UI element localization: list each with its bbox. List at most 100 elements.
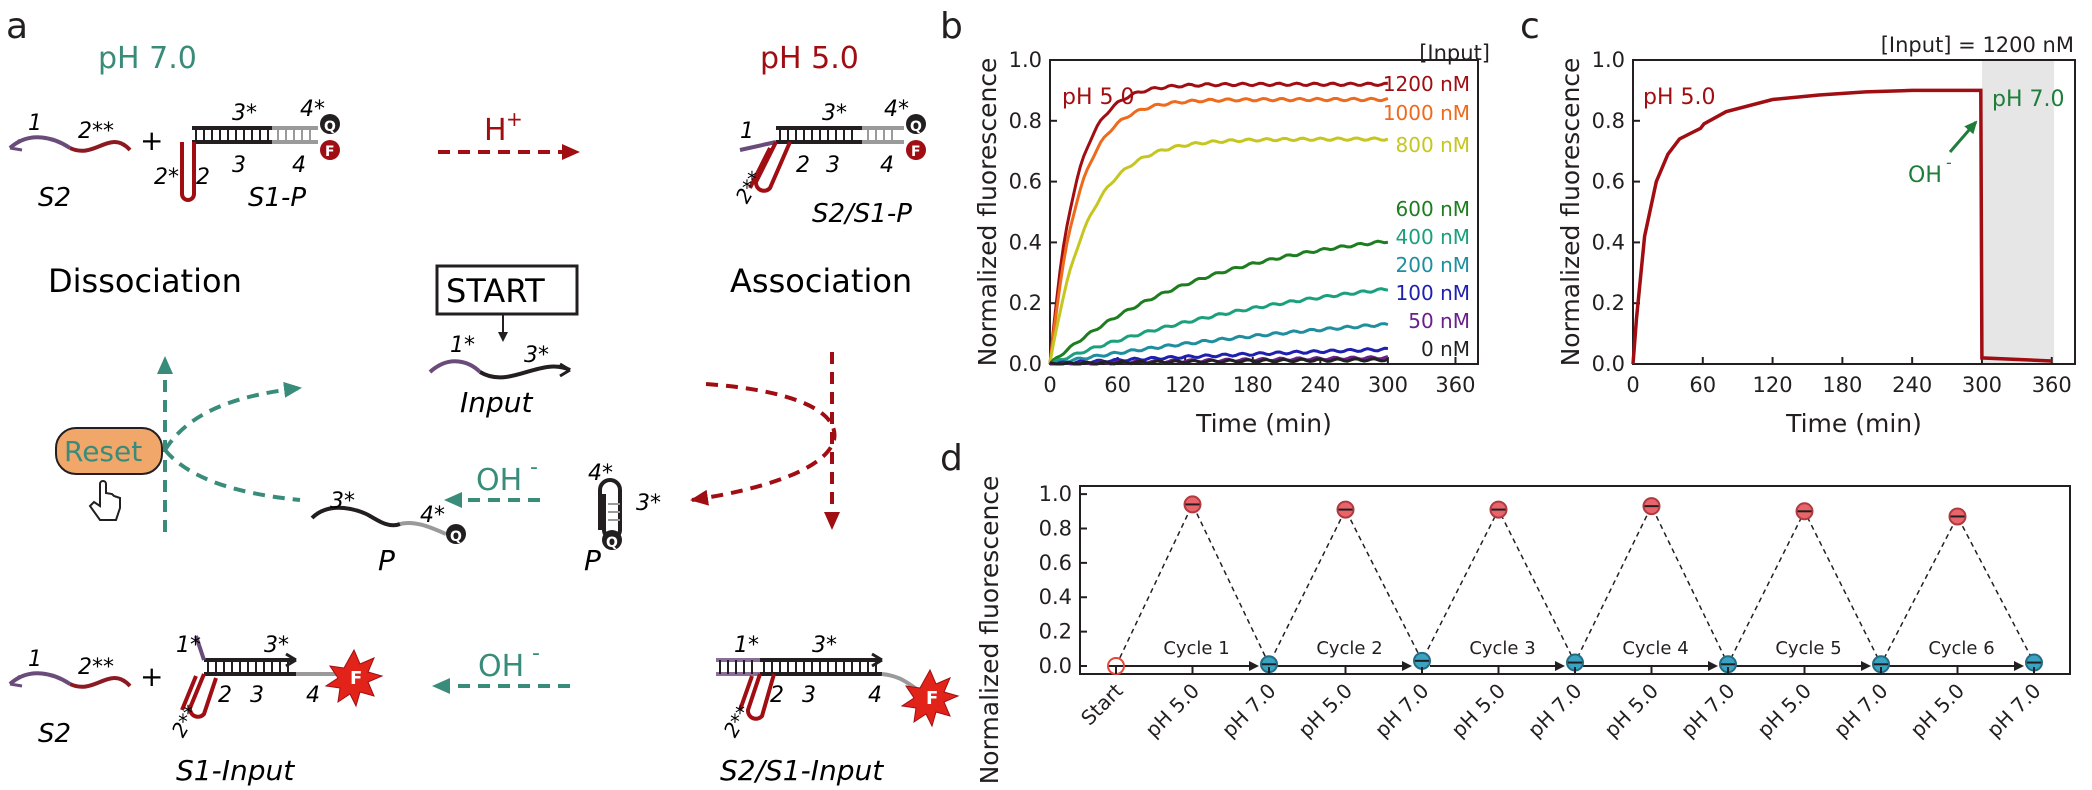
- panel-d-x-tick-label: pH 5.0: [1446, 679, 1510, 743]
- panel-b-legend-entry: 1000 nM: [1383, 101, 1470, 125]
- panel-c-y-tick-label: 0.6: [1592, 170, 1625, 194]
- domain-1-label: 1: [28, 111, 42, 136]
- svg-text:2**: 2**: [167, 701, 204, 741]
- panel-b-x-tick-label: 120: [1165, 373, 1205, 397]
- svg-text:F: F: [325, 144, 335, 160]
- panel-d-y-tick-label: 0.2: [1039, 620, 1072, 644]
- panel-c-chart: c 0 60 120 180 240 300 360 0.0 0.2 0.4 0.6 0.8 1.0 Tim…: [1520, 6, 2076, 438]
- svg-text:Q: Q: [324, 119, 336, 135]
- s1p-name: S1-P: [248, 183, 306, 213]
- svg-text:2: 2: [196, 165, 210, 190]
- panel-b-y-axis-label: Normalized fluorescence: [973, 58, 1002, 367]
- s2s1input-name: S2/S1-Input: [720, 754, 884, 787]
- svg-text:-: -: [530, 455, 538, 480]
- panel-d-label: d: [940, 438, 963, 479]
- panel-b-legend-entry: 100 nM: [1396, 281, 1470, 305]
- svg-text:3: 3: [802, 683, 816, 708]
- s2-name: S2: [38, 183, 71, 213]
- panel-d-y-tick-label: 1.0: [1039, 482, 1072, 506]
- panel-c-title: [Input] = 1200 nM: [1881, 33, 2074, 57]
- panel-b-series-line: [1050, 322, 1389, 366]
- svg-text:4: 4: [868, 683, 882, 708]
- panel-d-y-tick-label: 0.6: [1039, 551, 1072, 575]
- panel-b-x-tick-label: 240: [1300, 373, 1340, 397]
- panel-d-y-tick-label: 0.8: [1039, 516, 1072, 540]
- svg-text:4*: 4*: [884, 97, 909, 122]
- svg-text:3: 3: [250, 683, 264, 708]
- panel-c-label: c: [1520, 6, 1540, 47]
- s1p-complex: Q F 3* 4* 3 4 2* 2 S1-P: [154, 97, 340, 213]
- svg-text:3: 3: [826, 153, 840, 178]
- svg-text:3*: 3*: [232, 101, 257, 126]
- panel-d-cycle-label: Cycle 6: [1928, 638, 1994, 659]
- panel-c-x-tick-label: 180: [1822, 373, 1862, 397]
- panel-b-legend-entry: 600 nM: [1396, 197, 1470, 221]
- panel-c-series-line: [1631, 88, 2052, 365]
- svg-text:3: 3: [232, 153, 246, 178]
- panel-b-legend-entry: 800 nM: [1396, 133, 1470, 157]
- svg-text:F: F: [911, 144, 921, 160]
- panel-d-x-tick-label: pH 5.0: [1599, 679, 1663, 743]
- panel-c-arrow-label-sup: -: [1946, 153, 1952, 172]
- panel-c-annotation-left: pH 5.0: [1643, 85, 1716, 110]
- panel-b-series-line: [1048, 81, 1388, 365]
- svg-text:Q: Q: [450, 529, 462, 545]
- svg-text:3*: 3*: [636, 491, 661, 516]
- panel-b-series-line: [1048, 96, 1389, 364]
- s2-strand-top: 1 2** S2: [8, 111, 132, 213]
- hand-pointer-icon: [88, 480, 121, 521]
- reset-button[interactable]: [55, 427, 163, 475]
- svg-text:+: +: [506, 107, 523, 131]
- panel-c-arrow: [1948, 120, 1978, 153]
- panel-b-legend-entry: 200 nM: [1396, 253, 1470, 277]
- svg-text:1*: 1*: [450, 333, 475, 358]
- panel-d-connecting-line: [1115, 502, 2035, 667]
- panel-c-x-axis-label: Time (min): [1785, 409, 1922, 438]
- panel-c-arrow-label: OH: [1908, 163, 1942, 188]
- svg-text:1: 1: [28, 647, 42, 672]
- panel-c-x-tick-label: 60: [1689, 373, 1716, 397]
- panel-c-y-tick-label: 0.8: [1592, 109, 1625, 133]
- dissociation-label: Dissociation: [48, 262, 242, 300]
- panel-b-x-tick-label: 360: [1435, 373, 1475, 397]
- panel-b-legend-entry: 1200 nM: [1383, 72, 1470, 96]
- hplus-label: H: [484, 113, 507, 148]
- panel-c-y-tick-label: 1.0: [1592, 48, 1625, 72]
- panel-b-annotation: pH 5.0: [1062, 85, 1135, 110]
- svg-text:-: -: [532, 641, 540, 666]
- svg-text:1*: 1*: [734, 633, 759, 658]
- panel-b-y-tick-label: 0.4: [1009, 230, 1042, 254]
- panel-b-series-line: [1049, 287, 1389, 366]
- panel-b-chart: b 0 60 120 180 240 300 360 0.0 0.2 0.4 0.6 0.8 1.0 Tim…: [940, 6, 1490, 438]
- panel-d-cycle-label: Cycle 5: [1775, 638, 1841, 659]
- svg-text:2: 2: [218, 683, 232, 708]
- panel-c-x-tick-label: 240: [1892, 373, 1932, 397]
- p-left-name: P: [378, 544, 395, 577]
- svg-text:4*: 4*: [588, 461, 613, 486]
- p-right-name: P: [584, 544, 601, 577]
- start-label: START: [446, 272, 545, 310]
- panel-c-x-tick-label: 300: [1962, 373, 2002, 397]
- panel-d-x-tick-label: pH 5.0: [1752, 679, 1816, 743]
- oh-bottom-label: OH: [478, 649, 524, 684]
- panel-b-y-tick-label: 0.6: [1009, 170, 1042, 194]
- panel-b-legend-title: [Input]: [1419, 41, 1490, 65]
- panel-b-y-tick-label: 1.0: [1009, 48, 1042, 72]
- panel-c-y-tick-label: 0.2: [1592, 291, 1625, 315]
- s2s1p-name: S2/S1-P: [812, 199, 912, 229]
- svg-text:4*: 4*: [420, 503, 445, 528]
- plus-sign-top: +: [140, 124, 163, 157]
- input-strand: 1* 3* Input: [428, 333, 571, 419]
- svg-text:2: 2: [770, 683, 784, 708]
- ph-5-label: pH 5.0: [760, 41, 859, 76]
- panel-d-y-axis-label: Normalized fluorescence: [975, 476, 1004, 785]
- svg-text:3*: 3*: [812, 633, 837, 658]
- panel-b-series-line: [1048, 136, 1389, 364]
- panel-b-y-tick-label: 0.8: [1009, 109, 1042, 133]
- panel-c-annotation-right: pH 7.0: [1992, 87, 2065, 112]
- panel-a: a pH 7.0 pH 5.0 1 2** S2 + Q F 3* 4: [6, 6, 960, 787]
- domain-2ss-label: 2**: [78, 119, 114, 144]
- s1input-complex: F 1* 3* 2 3 4 2** S1-Input: [167, 633, 384, 787]
- panel-d-chart: d 0.0 0.2 0.4 0.6 0.8 1.0 Normalized fluorescen…: [940, 438, 2071, 785]
- panel-c-shaded-region: [1981, 60, 2055, 364]
